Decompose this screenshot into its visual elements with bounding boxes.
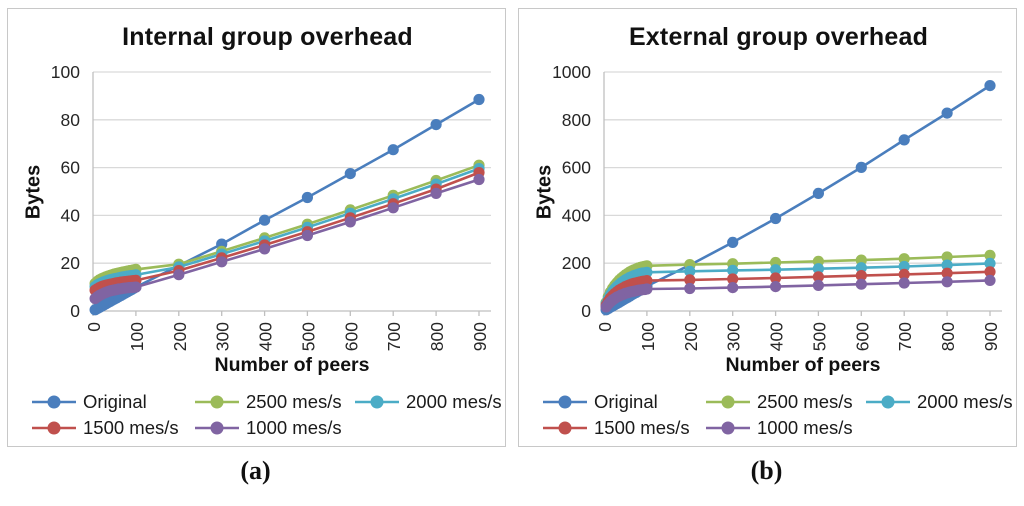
legend-marker-icon [195,421,239,435]
svg-text:80: 80 [61,110,81,130]
svg-text:100: 100 [638,322,658,351]
legend-item: 2000 mes/s [354,391,502,412]
legend-marker-icon [706,395,750,409]
svg-text:600: 600 [852,322,872,351]
svg-text:0: 0 [581,301,591,321]
svg-text:200: 200 [562,253,591,273]
legend-label: 1000 mes/s [757,417,853,438]
legend-marker-icon [706,421,750,435]
legend-item: 2000 mes/s [865,391,1013,412]
x-axis-label: Number of peers [214,354,370,376]
svg-text:200: 200 [170,322,190,351]
legend-item: Original [542,391,658,412]
svg-text:800: 800 [427,322,447,351]
legend-label: 1500 mes/s [83,417,179,438]
svg-text:900: 900 [470,322,490,351]
legend-label: 2000 mes/s [406,391,502,412]
legend-marker-icon [32,395,76,409]
legend-marker-icon [866,395,910,409]
svg-text:400: 400 [562,205,591,225]
internal-overhead-panel: Internal group overhead Bytes 0 20 40 60 80 1… [7,8,506,447]
svg-text:900: 900 [981,322,1001,351]
subfigure-caption-b: (b) [750,456,783,485]
legend-label: 1000 mes/s [246,417,342,438]
legend-item: 1000 mes/s [705,417,853,438]
svg-text:20: 20 [61,253,81,273]
legend-label: Original [83,391,147,412]
svg-text:200: 200 [681,322,701,351]
svg-text:0: 0 [70,301,80,321]
legend-marker-icon [32,421,76,435]
svg-text:0: 0 [84,322,104,332]
svg-text:300: 300 [213,322,233,351]
chart-title-internal: Internal group overhead [122,23,413,51]
external-overhead-panel: External group overhead Bytes 0 200 400 600… [518,8,1017,447]
internal-overhead-plot: 0 20 40 60 80 100 0 100 200 300 400 500 600 700 800 900 [51,64,491,351]
svg-text:60: 60 [61,158,81,178]
legend-label: 2000 mes/s [917,391,1013,412]
legend-item: 1500 mes/s [542,417,690,438]
svg-text:300: 300 [724,322,744,351]
chart-title-external: External group overhead [628,23,929,51]
svg-text:400: 400 [256,322,276,351]
legend-marker-icon [355,395,399,409]
legend-item: 2500 mes/s [194,391,342,412]
svg-text:700: 700 [895,322,915,351]
svg-text:40: 40 [61,205,81,225]
svg-text:1000: 1000 [552,64,591,82]
legend-item: Original [31,391,147,412]
legend-item: 2500 mes/s [705,391,853,412]
legend-label: 2500 mes/s [246,391,342,412]
svg-text:800: 800 [938,322,958,351]
svg-text:500: 500 [298,322,318,351]
legend-marker-icon [543,421,587,435]
svg-text:500: 500 [809,322,829,351]
svg-text:600: 600 [341,322,361,351]
legend-item: 1000 mes/s [194,417,342,438]
svg-text:600: 600 [562,158,591,178]
svg-text:100: 100 [51,64,80,82]
legend-marker-icon [195,395,239,409]
legend-marker-icon [543,395,587,409]
legend-label: Original [594,391,658,412]
svg-text:800: 800 [562,110,591,130]
svg-text:100: 100 [127,322,147,351]
svg-text:400: 400 [767,322,787,351]
legend-item: 1500 mes/s [31,417,179,438]
svg-text:700: 700 [384,322,404,351]
external-overhead-plot: 0 200 400 600 800 1000 0 100 200 300 400 500 600 700 8… [552,64,1002,351]
x-axis-label: Number of peers [725,354,881,376]
svg-text:0: 0 [595,322,615,332]
legend-label: 1500 mes/s [594,417,690,438]
subfigure-caption-a: (a) [240,456,271,485]
legend-label: 2500 mes/s [757,391,853,412]
